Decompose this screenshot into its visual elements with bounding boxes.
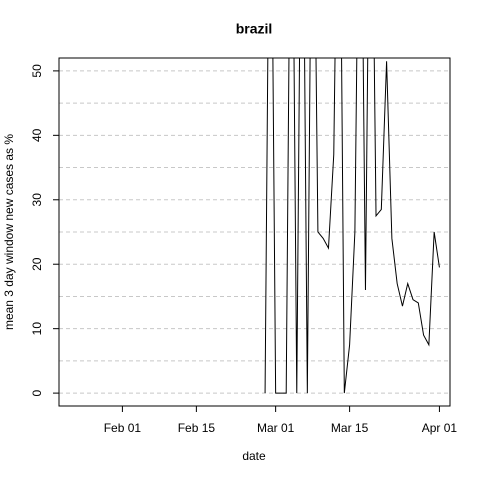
y-tick-label: 30: [30, 193, 44, 207]
y-tick-label: 0: [30, 389, 44, 396]
x-tick-label: Mar 15: [331, 421, 369, 435]
y-tick-label: 40: [30, 128, 44, 142]
y-tick-label: 50: [30, 64, 44, 78]
chart-title: brazil: [236, 21, 273, 37]
x-tick-label: Apr 01: [422, 421, 458, 435]
plot-frame: [58, 57, 451, 407]
y-tick-label: 10: [30, 322, 44, 336]
x-axis-label: date: [242, 449, 266, 463]
x-tick-label: Mar 01: [257, 421, 295, 435]
x-tick-label: Feb 01: [104, 421, 142, 435]
y-tick-label: 20: [30, 257, 44, 271]
x-tick-label: Feb 15: [178, 421, 216, 435]
y-axis-label: mean 3 day window new cases as %: [2, 134, 16, 330]
data-line: [264, 58, 440, 394]
